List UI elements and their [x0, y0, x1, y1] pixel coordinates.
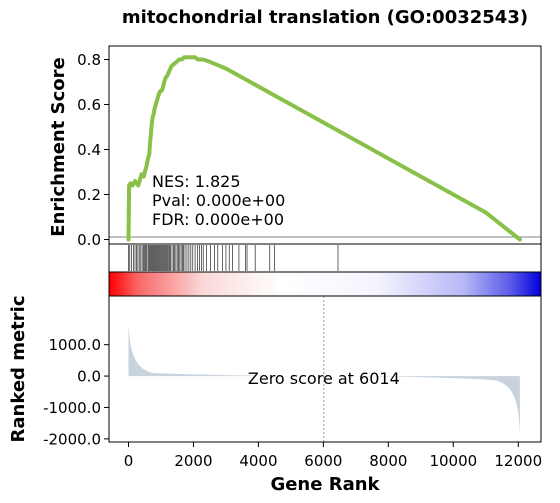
enrichment-y-ticks: 0.0 0.2 0.4 0.6 0.8 — [77, 51, 109, 249]
rank-gradient-bar — [108, 271, 542, 297]
x-axis-label: Gene Rank — [270, 474, 380, 495]
enrichment-score-line — [126, 55, 522, 242]
x-axis-tick-label: 2000 — [174, 452, 212, 470]
enrichment-ylabel: Enrichment Score — [48, 57, 69, 236]
ranked-metric-y-tick-label: 1000.0 — [49, 336, 102, 354]
enrichment-y-tick-label: 0.0 — [77, 231, 101, 249]
hits-frame — [108, 243, 542, 273]
pval-stat: Pval: 0.000e+00 — [152, 191, 285, 210]
zero-score-annotation: Zero score at 6014 — [248, 369, 400, 388]
x-axis-ticks: 0 2000 4000 6000 8000 10000 12000 — [124, 442, 542, 470]
chart-title: mitochondrial translation (GO:0032543) — [122, 7, 528, 28]
hits-panel — [108, 243, 542, 273]
ranked-metric-y-ticks: 1000.0 0.0 -1000.0 -2000.0 — [43, 336, 109, 448]
ranked-metric-y-tick-label: -2000.0 — [43, 430, 101, 448]
enrichment-y-tick-label: 0.6 — [77, 96, 101, 114]
ranked-metric-ylabel: Ranked metric — [8, 296, 29, 443]
enrichment-y-tick-label: 0.2 — [77, 186, 101, 204]
ranked-metric-y-tick-label: -1000.0 — [43, 399, 101, 417]
gene-hit-lines — [128, 245, 339, 271]
x-axis-tick-label: 12000 — [494, 452, 542, 470]
enrichment-panel: 0.0 0.2 0.4 0.6 0.8 NES: 1.825 Pval: 0.000e+… — [48, 45, 542, 249]
fdr-stat: FDR: 0.000e+00 — [152, 210, 284, 229]
ranked-metric-panel: Zero score at 6014 1000.0 0.0 -1000.0 -2000… — [8, 295, 542, 448]
nes-stat: NES: 1.825 — [152, 172, 241, 191]
enrichment-y-tick-label: 0.8 — [77, 51, 101, 69]
x-axis-tick-label: 10000 — [429, 452, 477, 470]
x-axis-tick-label: 0 — [124, 452, 134, 470]
enrichment-y-tick-label: 0.4 — [77, 141, 101, 159]
x-axis-tick-label: 4000 — [239, 452, 277, 470]
x-axis-tick-label: 8000 — [369, 452, 407, 470]
x-axis-tick-label: 6000 — [304, 452, 342, 470]
ranked-metric-y-tick-label: 0.0 — [77, 368, 101, 386]
ranked-metric-frame — [108, 295, 542, 443]
